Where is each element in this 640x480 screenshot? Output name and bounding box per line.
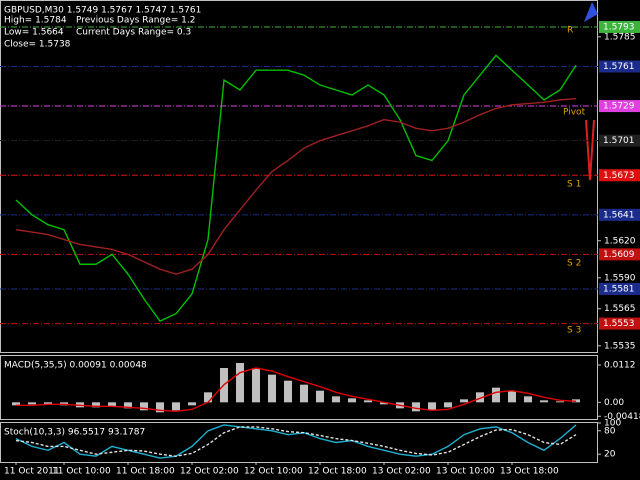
level-label: 1.5701 xyxy=(603,136,635,146)
main-panel xyxy=(0,0,598,353)
y-tick-label: -0.00418 xyxy=(604,412,640,422)
series-line xyxy=(16,367,577,413)
y-tick-label: 0.0112 xyxy=(604,361,636,371)
info-text: Low= 1.5664 xyxy=(4,28,64,38)
histogram-bar xyxy=(460,399,468,403)
histogram-bar xyxy=(156,402,164,413)
level-name: S 3 xyxy=(567,326,581,336)
panel-title: Stoch(10,3,3) 96.5517 93.1787 xyxy=(4,428,145,438)
arrow-down xyxy=(585,119,595,181)
level-box xyxy=(599,169,640,182)
histogram-bar xyxy=(412,402,420,412)
y-tick-label: 100 xyxy=(604,419,621,429)
panel-title: MACD(5,35,5) 0.00091 0.00048 xyxy=(4,361,147,371)
histogram-bar xyxy=(508,390,516,403)
x-tick-label: 12 Oct 10:00 xyxy=(244,467,303,477)
arrow-up xyxy=(584,2,598,22)
histogram-bar xyxy=(300,384,308,403)
histogram-bar xyxy=(492,387,500,403)
stoch-panel xyxy=(0,422,598,463)
histogram-bar xyxy=(252,368,260,403)
y-tick-label: 1.5565 xyxy=(604,304,636,314)
histogram-bar xyxy=(172,402,180,411)
level-box xyxy=(599,100,640,113)
panel-title: GBPUSD,M30 1.5749 1.5767 1.5747 1.5761 xyxy=(4,6,201,16)
level-box xyxy=(599,317,640,330)
histogram-bar xyxy=(524,396,532,403)
level-name: S 2 xyxy=(567,259,581,269)
level-label: 1.5609 xyxy=(603,250,635,260)
level-name: S 1 xyxy=(567,180,581,190)
level-name: Pivot xyxy=(563,108,586,118)
level-label: 1.5553 xyxy=(603,319,635,329)
series-line xyxy=(15,426,577,457)
histogram-bar xyxy=(556,401,564,403)
level-box xyxy=(599,60,640,73)
series-line xyxy=(15,97,577,275)
histogram-bar xyxy=(268,374,276,403)
histogram-bar xyxy=(316,390,324,403)
histogram-bar xyxy=(444,402,452,408)
x-tick-label: 12 Oct 02:00 xyxy=(180,467,239,477)
y-tick-label: 1.5785 xyxy=(604,32,636,42)
level-box xyxy=(599,134,640,147)
x-tick-label: 11 Oct 10:00 xyxy=(52,467,111,477)
x-tick-label: 13 Oct 10:00 xyxy=(436,467,495,477)
y-tick-label: 1.5620 xyxy=(604,236,636,246)
y-tick-label: 0.00 xyxy=(604,398,624,408)
level-label: 1.5673 xyxy=(603,171,635,181)
histogram-bar xyxy=(348,398,356,403)
level-label: 1.5729 xyxy=(603,102,635,112)
y-tick-label: 1.5535 xyxy=(604,341,636,351)
x-tick-label: 12 Oct 18:00 xyxy=(308,467,367,477)
series-line xyxy=(15,424,577,459)
x-tick-label: 13 Oct 02:00 xyxy=(372,467,431,477)
level-name: R xyxy=(567,26,573,36)
histogram-bar xyxy=(380,402,388,405)
histogram-bar xyxy=(28,402,36,405)
level-label: 1.5761 xyxy=(603,62,635,72)
level-label: 1.5793 xyxy=(603,22,635,32)
info-text: Previous Days Range= 1.2 xyxy=(76,16,195,26)
level-label: 1.5641 xyxy=(603,210,635,220)
histogram-bar xyxy=(332,396,340,403)
level-box xyxy=(599,20,640,33)
level-label: 1.5581 xyxy=(603,284,635,294)
x-tick-label: 13 Oct 18:00 xyxy=(500,467,559,477)
histogram-bar xyxy=(204,392,212,403)
histogram-bar xyxy=(124,402,132,409)
histogram-bar xyxy=(540,400,548,403)
series-line xyxy=(15,54,577,322)
histogram-bar xyxy=(428,402,436,411)
macd-panel xyxy=(0,355,598,420)
level-box xyxy=(599,208,640,221)
histogram-bar xyxy=(364,400,372,403)
y-tick-label: 1.5590 xyxy=(604,273,636,283)
info-text: Current Days Range= 0.3 xyxy=(76,28,191,38)
level-box xyxy=(599,282,640,295)
x-tick-label: 11 Oct 2011 xyxy=(4,467,60,477)
info-text: High= 1.5784 xyxy=(4,16,67,26)
info-text: Close= 1.5738 xyxy=(4,40,71,50)
histogram-bar xyxy=(236,363,244,403)
y-tick-label: 20 xyxy=(604,450,616,460)
y-tick-label: 80 xyxy=(604,426,616,436)
histogram-bar xyxy=(284,380,292,403)
histogram-bar xyxy=(108,402,116,407)
histogram-bar xyxy=(12,402,20,406)
histogram-bar xyxy=(140,402,148,411)
histogram-bar xyxy=(188,402,196,406)
histogram-bar xyxy=(92,402,100,408)
x-tick-label: 11 Oct 18:00 xyxy=(116,467,175,477)
level-box xyxy=(599,248,640,261)
histogram-bar xyxy=(476,392,484,403)
histogram-bar xyxy=(44,402,52,405)
